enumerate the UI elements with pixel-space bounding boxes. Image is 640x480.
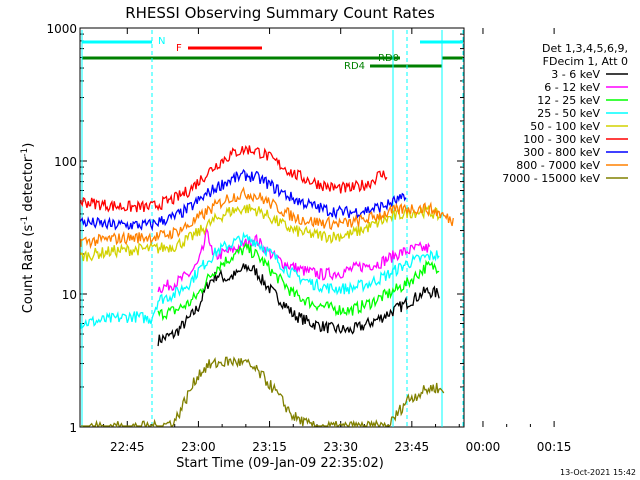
series-line — [157, 227, 431, 294]
series-line — [157, 241, 440, 322]
y-tick-label: 1000 — [46, 22, 77, 36]
legend-label: 300 - 800 keV — [523, 146, 600, 159]
y-axis-label-main: Count Rate (s — [21, 225, 36, 314]
legend-label: 100 - 300 keV — [523, 133, 600, 146]
legend-label: 12 - 25 keV — [537, 94, 600, 107]
x-tick-label: 00:15 — [537, 440, 572, 454]
y-axis-label-group: Count Rate (s-1 detector-1) — [20, 143, 36, 314]
legend: Det 1,3,4,5,6,9, FDecim 1, Att 0 3 - 6 k… — [502, 42, 628, 185]
y-tick-label: 1 — [69, 421, 77, 435]
y-axis-label-end: ) — [21, 143, 36, 148]
x-tick-label: 23:30 — [323, 440, 358, 454]
rd4-flag-label: RD4 — [344, 61, 365, 72]
legend-label: 6 - 12 keV — [544, 81, 600, 94]
chart-title: RHESSI Observing Summary Count Rates — [125, 4, 435, 22]
series-line — [80, 231, 440, 330]
y-axis-label: Count Rate (s-1 detector-1) — [20, 143, 36, 314]
series-line — [80, 186, 454, 250]
x-tick-label: 22:45 — [110, 440, 145, 454]
legend-label: 7000 - 15000 keV — [502, 172, 600, 185]
x-axis-label: Start Time (09-Jan-09 22:35:02) — [176, 456, 384, 471]
y-axis-label-sup: -1 — [20, 216, 30, 225]
legend-label: 800 - 7000 keV — [516, 159, 600, 172]
legend-label: 50 - 100 keV — [530, 120, 600, 133]
y-axis-label-sup: -1 — [20, 148, 30, 157]
legend-label: 3 - 6 keV — [551, 68, 600, 81]
series-line — [80, 145, 388, 213]
y-axis-label-mid: detector — [21, 156, 36, 216]
legend-header-line: Det 1,3,4,5,6,9, — [542, 42, 628, 55]
n-flag-label: N — [158, 36, 165, 47]
footer-date: 13-Oct-2021 15:42 — [560, 468, 636, 477]
y-tick-label: 100 — [54, 155, 77, 169]
legend-header-line: FDecim 1, Att 0 — [543, 55, 628, 68]
legend-label: 25 - 50 keV — [537, 107, 600, 120]
plot-frame — [79, 27, 465, 428]
series-line — [80, 168, 407, 232]
x-tick-label: 23:45 — [395, 440, 430, 454]
tick-layer: 22:45 23:00 23:15 23:30 23:45 00:00 00:15 1 10 10… — [46, 22, 571, 454]
vertical-markers — [81, 30, 464, 427]
x-tick-label: 23:00 — [181, 440, 216, 454]
series-line — [81, 356, 445, 429]
x-tick-label: 00:00 — [466, 440, 501, 454]
f-flag-label: F — [176, 43, 182, 54]
series-line — [80, 203, 440, 262]
x-tick-label: 23:15 — [252, 440, 287, 454]
series-layer — [80, 145, 454, 429]
flag-layer: N F RD0 RD4 — [82, 36, 463, 72]
y-tick-label: 10 — [62, 288, 77, 302]
